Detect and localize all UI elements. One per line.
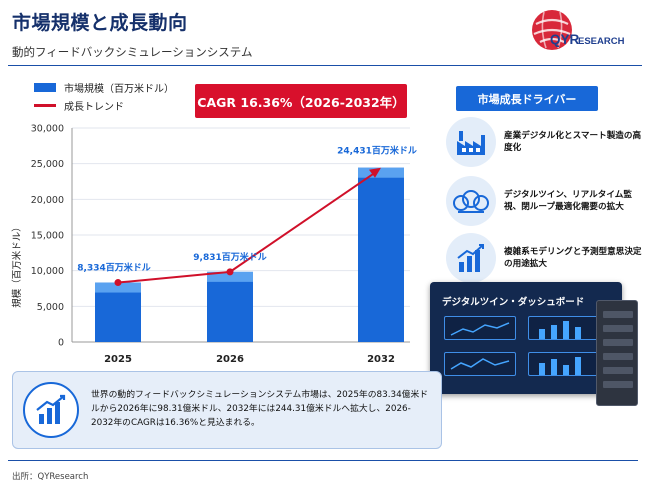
y-tick-label: 10,000: [31, 266, 64, 277]
cagr-badge: CAGR 16.36%（2026-2032年）: [195, 84, 407, 118]
y-tick-label: 5,000: [37, 302, 64, 313]
legend-line-swatch: [34, 104, 56, 107]
y-tick-label: 15,000: [31, 231, 64, 242]
summary-box: 世界の動的フィードバックシミュレーションシステム市場は、2025年の83.34億…: [12, 371, 442, 449]
data-label: 9,831百万米ドル: [193, 251, 266, 263]
footer-divider: [8, 460, 638, 461]
driver-text: デジタルツイン、リアルタイム監視、閉ループ最適化需要の拡大: [504, 189, 632, 212]
legend-bar-swatch: [34, 83, 56, 92]
factory-icon: [446, 117, 496, 167]
legend-line-entry: 成長トレンド: [34, 98, 124, 113]
server-rack-icon: [596, 300, 638, 406]
legend-bar-label: 市場規模（百万米ドル）: [64, 84, 174, 95]
cloud-network-icon: [446, 176, 496, 226]
logo-text: QYR: [550, 32, 580, 47]
legend-line-label: 成長トレンド: [64, 102, 124, 113]
trend-point: [226, 268, 234, 276]
dashboard-title: デジタルツイン・ダッシュボード: [442, 297, 585, 308]
x-tick-label: 2026: [216, 354, 244, 365]
page-subtitle: 動的フィードバックシミュレーションシステム: [12, 45, 253, 59]
y-axis-label: 規模（百万米ドル）: [11, 222, 23, 308]
drivers-title: 市場成長ドライバー: [456, 86, 598, 111]
x-tick-label: 2032: [367, 354, 395, 365]
svg-text:ESEARCH: ESEARCH: [578, 36, 625, 47]
growth-chart-icon: [446, 233, 496, 283]
dashboard-bar-panel: [528, 316, 600, 340]
bar: [358, 167, 404, 342]
dashboard-bar-panel: [528, 352, 600, 376]
market-size-chart: 0 5,000 10,000 15,000 20,000 25,000 30,000 規模（百…: [11, 124, 417, 366]
y-tick-label: 25,000: [31, 159, 64, 170]
dashboard-line-panel: [444, 352, 516, 376]
bar-cap: [358, 167, 404, 178]
y-tick-label: 0: [58, 338, 64, 349]
page-title: 市場規模と成長動向: [12, 12, 188, 34]
driver-item: 複雑系モデリングと予測型意思決定の用途拡大: [446, 233, 642, 283]
driver-item: 産業デジタル化とスマート製造の高度化: [446, 117, 642, 167]
trend-line: [229, 171, 376, 273]
source-note: 出所：QYResearch: [12, 472, 89, 482]
driver-item: デジタルツイン、リアルタイム監視、閉ループ最適化需要の拡大: [446, 176, 642, 226]
header-divider: [8, 65, 642, 66]
x-tick-label: 2025: [104, 354, 132, 365]
company-logo: QYR ESEARCH: [532, 10, 625, 50]
summary-text: 世界の動的フィードバックシミュレーションシステム市場は、2025年の83.34億…: [91, 390, 429, 429]
bar-cap: [207, 271, 253, 282]
y-tick-label: 30,000: [31, 124, 64, 135]
driver-text: 産業デジタル化とスマート製造の高度化: [504, 130, 642, 153]
digital-twin-dashboard: デジタルツイン・ダッシュボード: [430, 282, 622, 394]
trend-line: [117, 270, 231, 284]
legend-bar-entry: 市場規模（百万米ドル）: [34, 80, 174, 95]
dashboard-line-panel: [444, 316, 516, 340]
trend-point: [114, 279, 122, 287]
driver-text: 複雑系モデリングと予測型意思決定の用途拡大: [504, 246, 642, 269]
growth-chart-icon: [23, 382, 79, 438]
trend-arrowhead: [369, 167, 381, 178]
bar-cap: [95, 282, 141, 293]
y-tick-label: 20,000: [31, 195, 64, 206]
data-label: 24,431百万米ドル: [337, 145, 417, 157]
bar: [207, 271, 253, 342]
data-label: 8,334百万米ドル: [77, 262, 150, 274]
